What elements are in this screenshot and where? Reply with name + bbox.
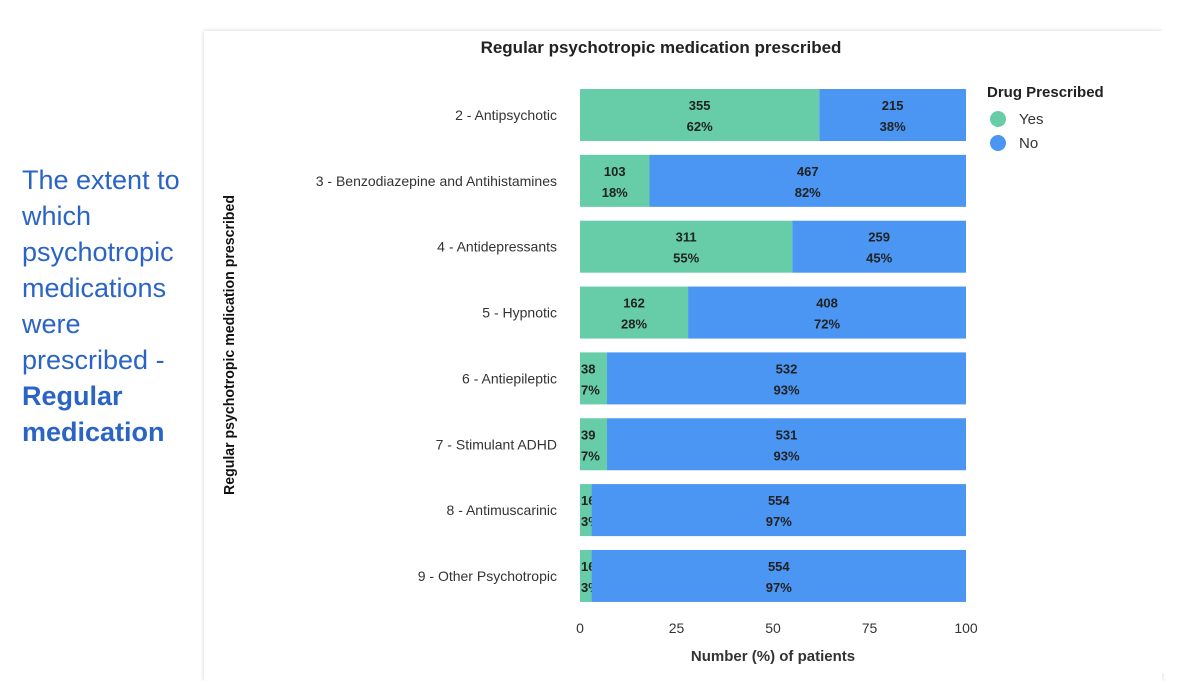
bar-segment-yes bbox=[580, 286, 689, 339]
slide-text-line-4: medications bbox=[22, 273, 167, 303]
legend-title: Drug Prescribed bbox=[987, 84, 1104, 101]
category-label: 6 - Antiepileptic bbox=[462, 370, 557, 386]
data-label-percent: 72% bbox=[814, 317, 840, 332]
data-label-count: 259 bbox=[868, 230, 890, 245]
data-label-count: 38 bbox=[581, 361, 595, 376]
bar-segment-yes bbox=[580, 484, 592, 537]
bar-segment-yes bbox=[580, 352, 608, 405]
data-label-count: 311 bbox=[676, 230, 697, 245]
x-tick-label: 25 bbox=[669, 620, 685, 636]
bar-segment-yes bbox=[580, 89, 820, 141]
slide-text-line-3: psychotropic bbox=[22, 237, 174, 267]
data-label-percent: 45% bbox=[866, 251, 892, 266]
bar-segment-no bbox=[649, 154, 966, 207]
data-label-percent: 97% bbox=[766, 580, 792, 595]
data-label-percent: 28% bbox=[621, 317, 647, 332]
bar-segment-no bbox=[591, 484, 966, 537]
legend-swatch-no bbox=[990, 135, 1006, 151]
bar-segment-yes bbox=[580, 154, 650, 207]
slide-text-bold-line-2: medication bbox=[22, 417, 165, 447]
legend-swatch-yes bbox=[990, 111, 1006, 127]
data-label-percent: 55% bbox=[673, 251, 699, 266]
x-tick-label: 75 bbox=[862, 620, 878, 636]
data-label-percent: 93% bbox=[773, 382, 799, 397]
data-label-percent: 62% bbox=[687, 119, 713, 134]
slide-text-line-2: which bbox=[22, 201, 92, 231]
data-label-count: 554 bbox=[768, 559, 790, 574]
category-label: 3 - Benzodiazepine and Antihistamines bbox=[316, 173, 557, 189]
slide-text-line-1: The extent to bbox=[22, 165, 180, 195]
data-label-count: 554 bbox=[768, 493, 790, 508]
data-label-percent: 97% bbox=[766, 514, 792, 529]
x-tick-label: 0 bbox=[576, 620, 584, 636]
data-label-count: 467 bbox=[797, 164, 819, 179]
bar-segment-no bbox=[591, 549, 966, 602]
data-label-count: 215 bbox=[882, 98, 904, 113]
x-tick-label: 50 bbox=[765, 620, 781, 636]
legend-label-yes: Yes bbox=[1019, 111, 1043, 128]
legend-label-no: No bbox=[1019, 135, 1038, 152]
legend: Drug Prescribed Yes No bbox=[987, 84, 1104, 152]
x-axis-label: Number (%) of patients bbox=[691, 648, 855, 665]
slide-text-line-5: were bbox=[22, 309, 81, 339]
chart-title: Regular psychotropic medication prescrib… bbox=[481, 38, 842, 57]
page-edge bbox=[1162, 0, 1200, 673]
data-label-percent: 93% bbox=[773, 448, 799, 463]
bars-layer: 2 - Antipsychotic 355 62% 215 38% 3 - Benzodi… bbox=[316, 89, 966, 602]
slide-text-bold-line-1: Regular bbox=[22, 381, 123, 411]
y-axis-label: Regular psychotropic medication prescrib… bbox=[221, 195, 238, 495]
bar-segment-yes bbox=[580, 549, 592, 602]
bar-segment-no bbox=[819, 89, 966, 141]
bar-segment-no bbox=[792, 220, 966, 273]
data-label-count: 408 bbox=[816, 296, 838, 311]
data-label-percent: 18% bbox=[602, 185, 628, 200]
category-label: 4 - Antidepressants bbox=[437, 239, 557, 255]
slide-text-line-6: prescribed - bbox=[22, 345, 165, 375]
category-label: 9 - Other Psychotropic bbox=[418, 568, 557, 584]
data-label-count: 532 bbox=[776, 361, 798, 376]
data-label-percent: 82% bbox=[795, 185, 821, 200]
data-label-percent: 38% bbox=[880, 119, 906, 134]
x-tick-label: 100 bbox=[954, 620, 978, 636]
data-label-count: 162 bbox=[623, 296, 645, 311]
data-label-percent: 7% bbox=[581, 448, 600, 463]
bar-segment-yes bbox=[580, 418, 608, 471]
data-label-count: 39 bbox=[581, 427, 595, 442]
category-label: 2 - Antipsychotic bbox=[455, 107, 557, 123]
category-label: 7 - Stimulant ADHD bbox=[436, 436, 557, 452]
slide-description: The extent to which psychotropic medicat… bbox=[22, 162, 207, 450]
data-label-count: 531 bbox=[776, 427, 798, 442]
category-label: 5 - Hypnotic bbox=[482, 305, 557, 321]
data-label-count: 355 bbox=[689, 98, 711, 113]
bar-segment-no bbox=[607, 352, 966, 405]
data-label-count: 103 bbox=[604, 164, 626, 179]
data-label-percent: 7% bbox=[581, 382, 600, 397]
x-axis-ticks: 0 25 50 75 100 bbox=[576, 620, 978, 636]
bar-segment-no bbox=[607, 418, 966, 471]
bar-segment-no bbox=[688, 286, 966, 339]
bar-segment-yes bbox=[580, 220, 793, 273]
category-label: 8 - Antimuscarinic bbox=[447, 502, 557, 518]
